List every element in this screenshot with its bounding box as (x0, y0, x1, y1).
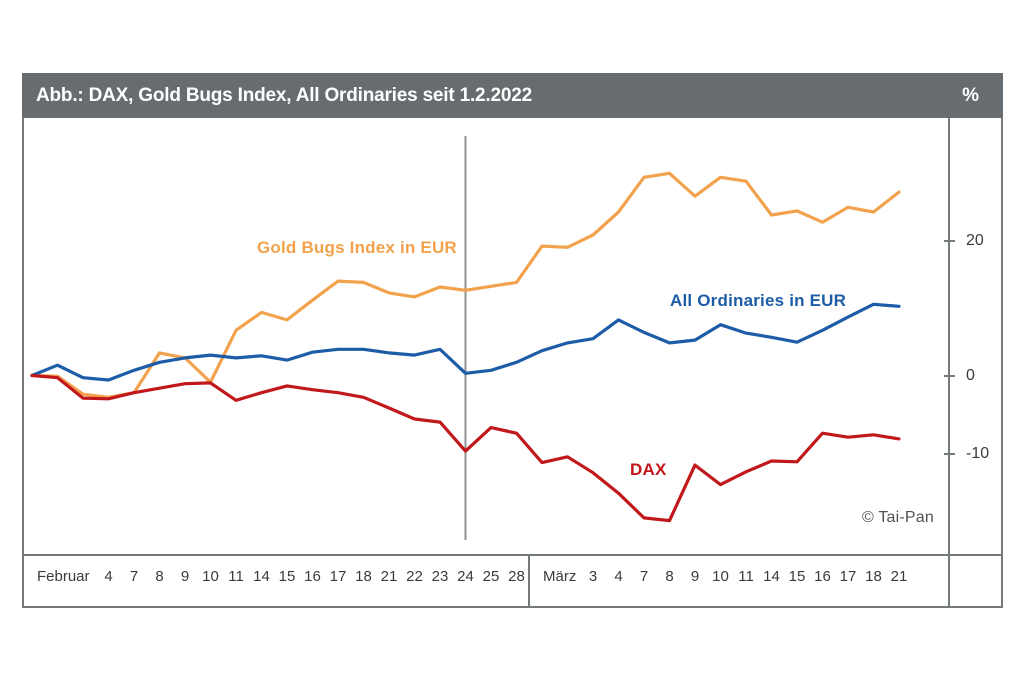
series-line-all-ordinaries (30, 302, 901, 382)
dax-label: DAX (630, 460, 667, 479)
y-axis-tick (944, 374, 955, 377)
x-axis-tick-label: 9 (180, 568, 190, 585)
x-axis-tick-label: 10 (712, 568, 729, 585)
x-axis-tick-label: 21 (890, 568, 908, 585)
y-axis-tick (944, 452, 955, 455)
chart-figure: Abb.: DAX, Gold Bugs Index, All Ordinari… (22, 73, 1003, 608)
x-axis-tick-label: 8 (155, 568, 164, 585)
y-axis-unit-label: % (962, 84, 979, 106)
x-axis-tick-label: 8 (665, 568, 674, 585)
y-axis-tick (944, 239, 955, 242)
x-axis-tick-label: 14 (763, 568, 780, 585)
x-axis-right-divider (948, 556, 950, 608)
x-axis-tick-label: 25 (482, 568, 500, 585)
series-line-gold-bugs (30, 171, 901, 399)
all-ordinaries-label: All Ordinaries in EUR (670, 291, 847, 310)
x-axis-month: Februar (37, 568, 90, 585)
x-axis-tick-label: 17 (329, 568, 347, 585)
plot-area: Gold Bugs Index in EUR All Ordinaries in … (24, 118, 950, 554)
x-axis-tick-label: 18 (355, 568, 372, 585)
gold-bugs-label: Gold Bugs Index in EUR (257, 238, 457, 257)
x-axis-tick-label: 4 (104, 568, 113, 585)
x-axis-tick-label: 7 (639, 568, 649, 585)
x-axis-tick-label: 9 (690, 568, 700, 585)
x-axis-tick-label: 15 (278, 568, 296, 585)
y-axis-tick-label: 20 (966, 231, 984, 249)
x-axis-tick-label: 23 (431, 568, 449, 585)
chart-title: Abb.: DAX, Gold Bugs Index, All Ordinari… (36, 84, 532, 106)
x-axis-tick-label: 16 (814, 568, 831, 585)
x-axis-month: März (543, 568, 577, 585)
x-axis-tick-label: 21 (380, 568, 398, 585)
watermark: © Tai-Pan (862, 509, 934, 526)
y-axis: 20 0 -10 (944, 118, 1001, 608)
x-axis-tick-label: 28 (508, 568, 525, 585)
x-axis-tick-label: 11 (228, 568, 244, 585)
x-axis-tick-label: 3 (588, 568, 598, 585)
x-axis-month-divider (528, 556, 530, 608)
title-bar: Abb.: DAX, Gold Bugs Index, All Ordinari… (22, 73, 1003, 118)
x-axis-tick-label: 16 (304, 568, 321, 585)
x-axis-tick-label: 22 (406, 568, 423, 585)
x-axis-tick-label: 4 (614, 568, 623, 585)
x-axis-tick-label: 18 (865, 568, 882, 585)
x-axis-tick-label: 17 (839, 568, 857, 585)
x-axis-tick-label: 14 (253, 568, 270, 585)
y-axis-tick-label: 0 (966, 366, 975, 384)
x-axis-tick-label: 11 (738, 568, 754, 585)
x-axis: Februar März 4 7 8 9 10 11 14 15 16 17 18 21 22 23 24 25 2… (24, 554, 1001, 608)
y-axis-tick-label: -10 (966, 444, 990, 462)
x-axis-tick-label: 10 (202, 568, 219, 585)
x-axis-tick-label: 7 (129, 568, 139, 585)
x-axis-tick-label: 15 (788, 568, 806, 585)
series-line-dax (30, 373, 901, 523)
series-svg (30, 136, 901, 540)
x-axis-tick-label: 24 (457, 568, 474, 585)
